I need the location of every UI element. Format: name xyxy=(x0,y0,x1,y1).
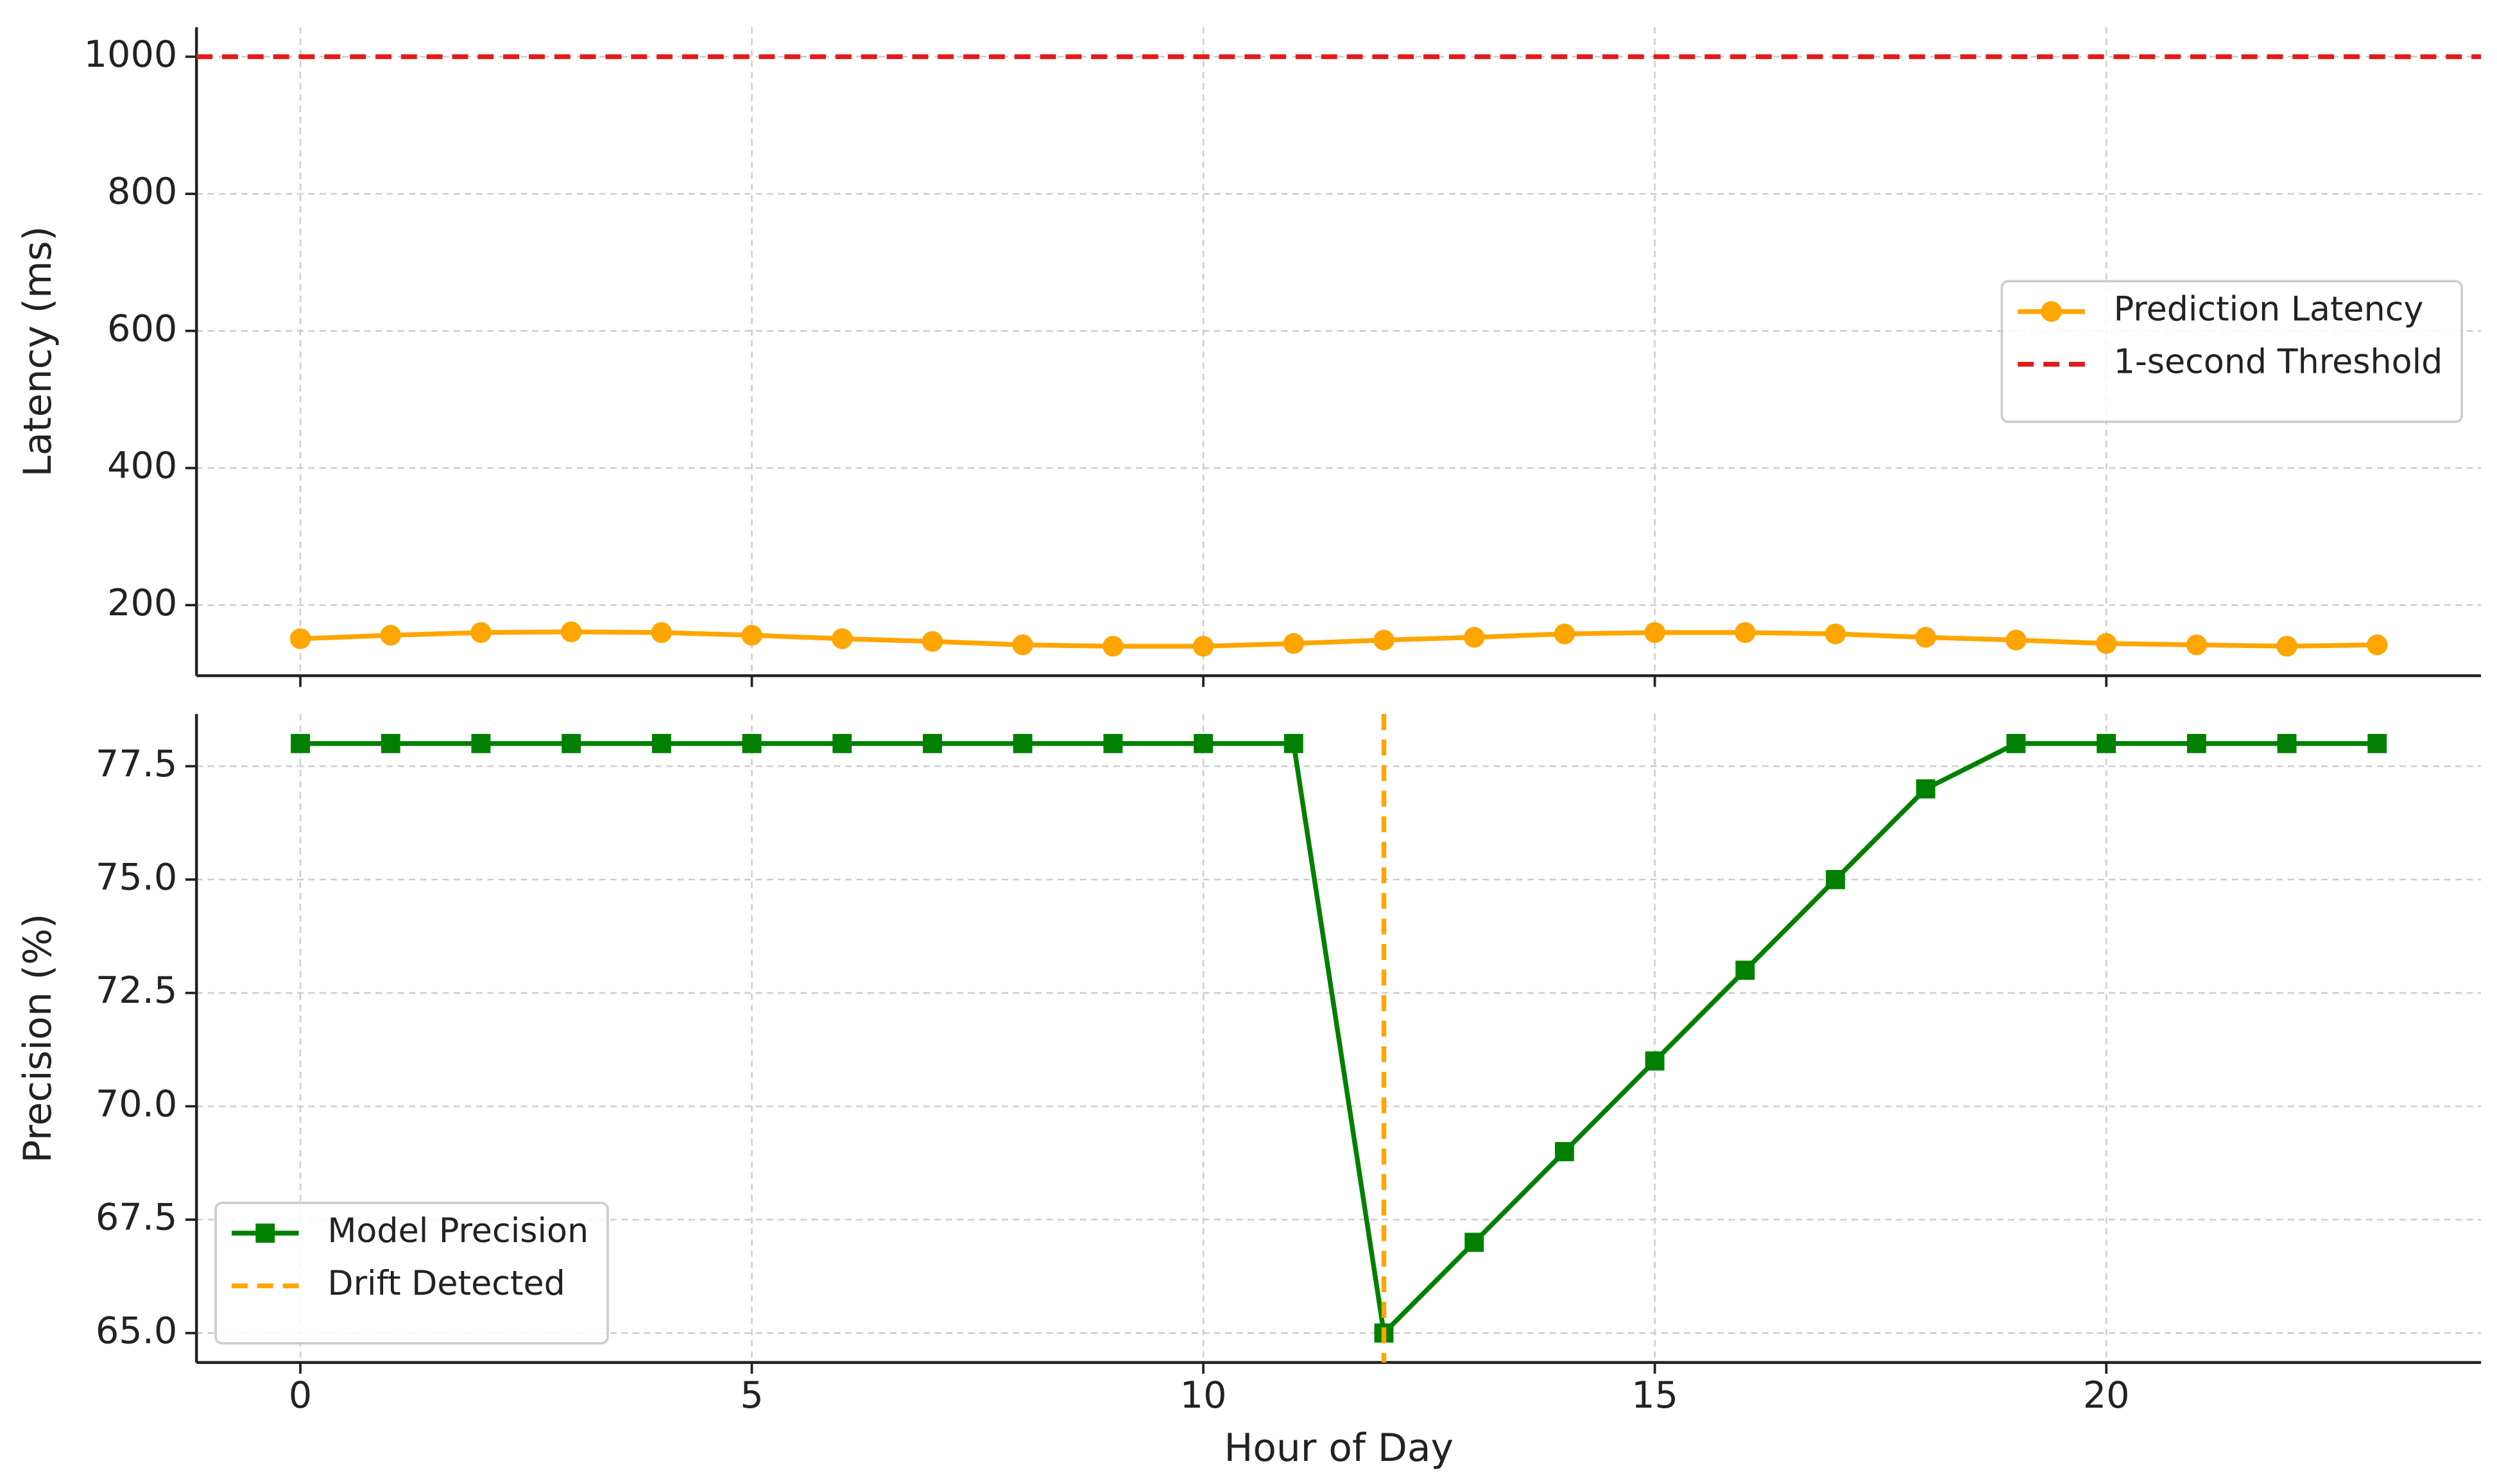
marker xyxy=(1464,627,1485,648)
marker xyxy=(560,621,582,642)
marker xyxy=(741,624,762,646)
legend-marker xyxy=(2041,301,2062,322)
marker xyxy=(1916,779,1935,799)
marker xyxy=(1645,1051,1665,1071)
marker xyxy=(380,624,401,646)
legend-label: Drift Detected xyxy=(327,1264,565,1303)
y-tick-label: 600 xyxy=(107,307,177,350)
y-tick-label: 72.5 xyxy=(96,969,177,1012)
marker xyxy=(1644,622,1665,644)
marker xyxy=(1735,960,1755,980)
legend-label: 1-second Threshold xyxy=(2114,343,2443,382)
axes: 200 400 600 800 1000 Latency (ms) Prediction L… xyxy=(16,27,2482,687)
marker xyxy=(1013,733,1033,753)
marker xyxy=(1373,629,1394,651)
marker xyxy=(1103,636,1124,657)
marker xyxy=(832,628,853,649)
marker xyxy=(923,733,942,753)
axes: 0 5 10 15 20 65.0 67.5 70.0 72.5 75.0 77.5 Precisio… xyxy=(16,713,2482,1471)
legend-frame xyxy=(2000,280,2464,423)
marker xyxy=(471,733,491,753)
marker xyxy=(1283,733,1303,753)
marker xyxy=(2276,636,2297,657)
data-line xyxy=(300,741,2378,1338)
y-tick-label: 77.5 xyxy=(96,742,177,785)
legend: Prediction Latency 1-second Threshold xyxy=(2000,280,2464,423)
y-tick-label: 800 xyxy=(107,170,177,213)
marker xyxy=(1012,634,1033,656)
y-tick-label: 65.0 xyxy=(96,1309,177,1352)
marker xyxy=(651,622,673,644)
marker xyxy=(1824,623,1846,645)
marker xyxy=(562,733,581,753)
marker xyxy=(1735,622,1756,644)
y-axis-label: Latency (ms) xyxy=(16,226,60,477)
legend-label: Model Precision xyxy=(327,1211,588,1250)
marker xyxy=(2095,633,2117,654)
marker xyxy=(2367,634,2388,656)
marker xyxy=(1554,1142,1574,1161)
x-tick-label: 10 xyxy=(1180,1374,1227,1417)
marker xyxy=(1192,636,1214,657)
marker xyxy=(2005,629,2027,651)
marker xyxy=(1915,627,1936,648)
data-line xyxy=(300,629,2378,649)
marker xyxy=(1554,623,1575,645)
legend: Model Precision Drift Detected xyxy=(214,1201,609,1345)
y-axis-label: Precision (%) xyxy=(16,914,60,1163)
marker xyxy=(2367,733,2387,753)
x-tick-label: 0 xyxy=(289,1374,312,1417)
marker xyxy=(1826,869,1845,889)
marker xyxy=(2186,634,2208,656)
marker xyxy=(832,733,852,753)
y-tick-label: 1000 xyxy=(84,33,178,76)
legend-marker xyxy=(255,1224,275,1243)
x-tick-label: 5 xyxy=(740,1374,763,1417)
y-tick-label: 67.5 xyxy=(96,1196,177,1239)
marker xyxy=(2097,733,2116,753)
y-tick-label: 70.0 xyxy=(96,1082,177,1125)
marker xyxy=(291,733,310,753)
marker xyxy=(1464,1232,1484,1252)
y-tick-label: 75.0 xyxy=(96,856,177,899)
marker xyxy=(1194,733,1214,753)
y-tick-label: 200 xyxy=(107,581,177,624)
legend-label: Prediction Latency xyxy=(2114,290,2424,329)
x-tick-label: 15 xyxy=(1631,1374,1678,1417)
marker xyxy=(1283,633,1304,654)
marker xyxy=(470,622,492,644)
marker xyxy=(651,733,671,753)
marker xyxy=(2186,733,2206,753)
x-tick-label: 20 xyxy=(2083,1374,2130,1417)
marker xyxy=(742,733,762,753)
marker xyxy=(1103,733,1123,753)
marker xyxy=(381,733,400,753)
marker xyxy=(2006,733,2026,753)
legend-frame xyxy=(214,1201,609,1345)
marker xyxy=(922,631,943,652)
marker xyxy=(289,628,311,649)
y-tick-label: 400 xyxy=(107,444,177,487)
marker xyxy=(2277,733,2297,753)
x-axis-label: Hour of Day xyxy=(1224,1426,1453,1471)
